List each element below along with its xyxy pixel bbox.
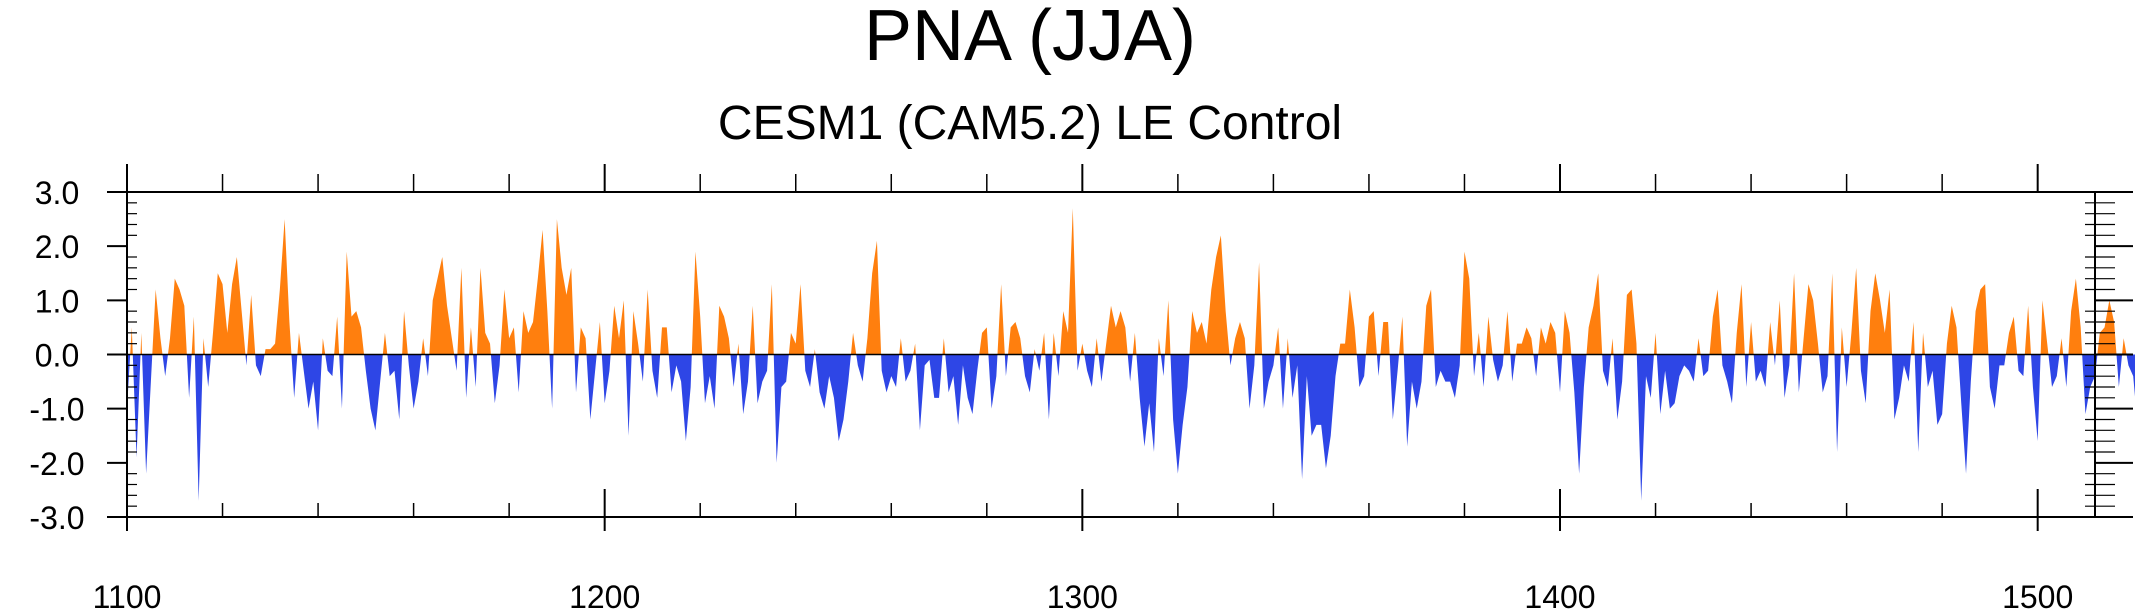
y-tick-label: 0.0: [35, 338, 79, 374]
x-tick-label: 1400: [1524, 579, 1595, 612]
y-tick-label: -2.0: [29, 446, 84, 482]
x-tick-label: 1100: [93, 579, 162, 612]
y-tick-label: -1.0: [29, 392, 84, 428]
chart-subtitle: CESM1 (CAM5.2) LE Control: [717, 97, 1343, 150]
axes: 1100 1200 1300 1400 1500 -3.0 -2.0 -1.0 0.0 1.0 2.…: [29, 164, 2133, 612]
x-tick-label: 1500: [2002, 579, 2073, 612]
x-tick-label: 1200: [569, 579, 640, 612]
area-series: [127, 208, 2135, 501]
y-tick-label: 3.0: [35, 175, 79, 211]
y-tick-label: 1.0: [35, 283, 79, 319]
y-tick-label: 2.0: [35, 229, 79, 265]
x-tick-label: 1300: [1047, 579, 1118, 612]
y-tick-label: -3.0: [29, 500, 84, 536]
negative-area: [127, 354, 2135, 501]
positive-area: [127, 208, 2135, 355]
chart-title: PNA (JJA): [863, 0, 1197, 76]
